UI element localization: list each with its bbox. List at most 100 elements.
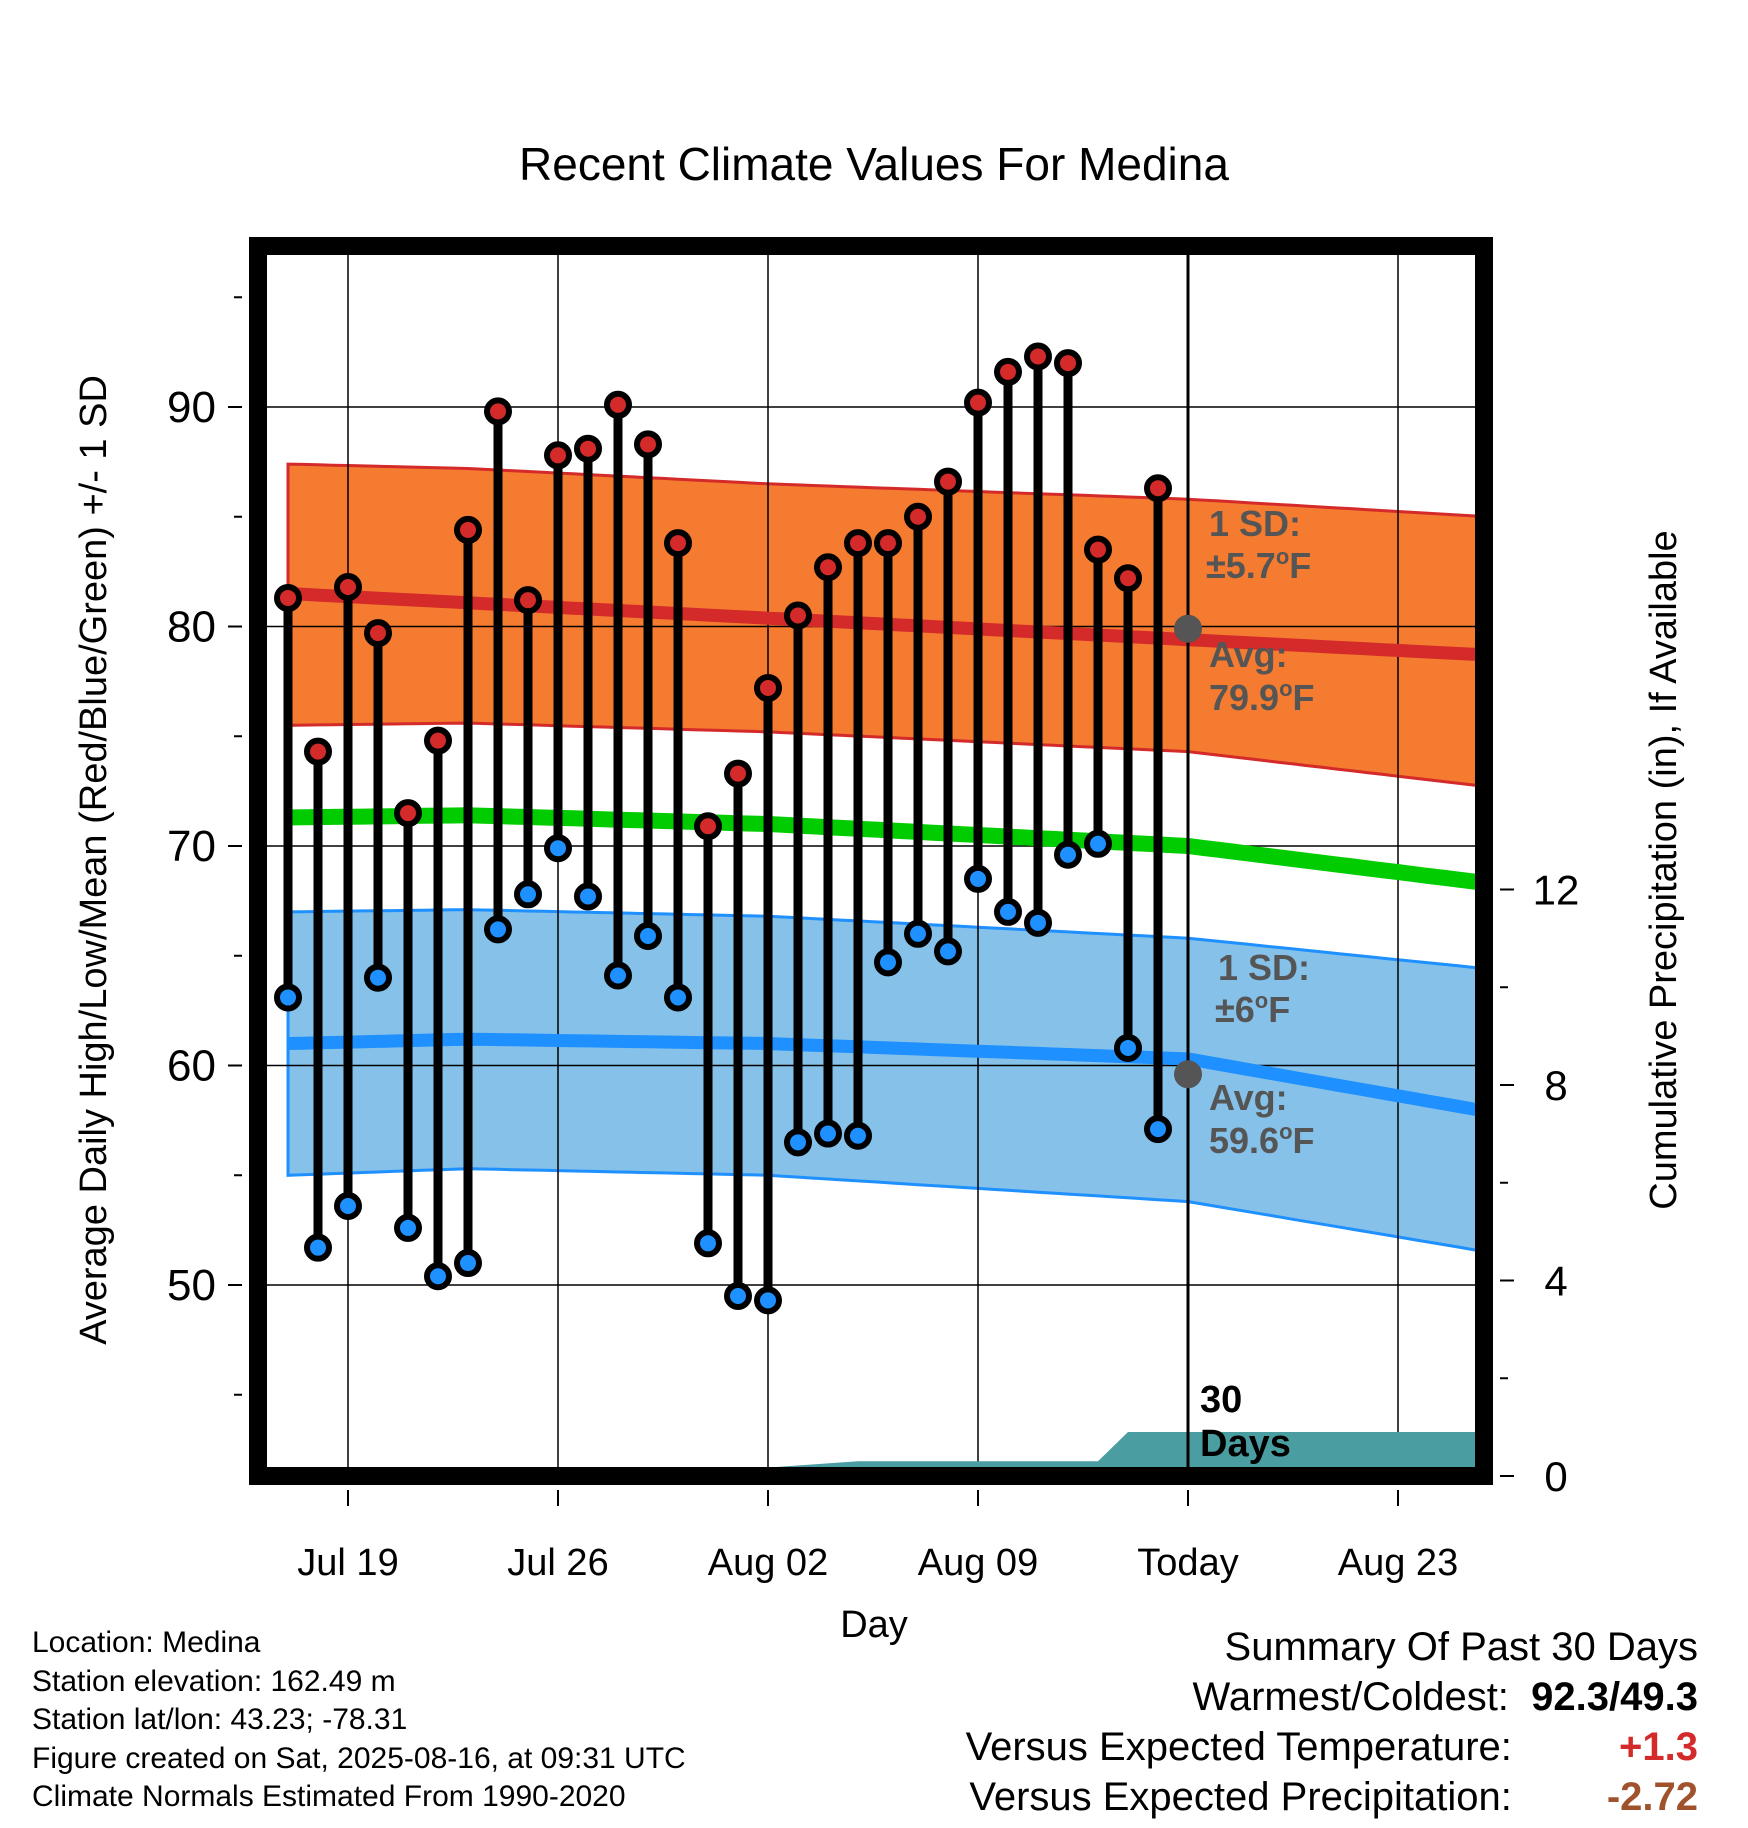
today-days-label: Days — [1200, 1423, 1291, 1465]
y2-tick-label: 12 — [1533, 867, 1580, 914]
station-info: Location: Medina Station elevation: 162.… — [32, 1624, 686, 1817]
daily-high-point — [994, 357, 1022, 386]
y2-axis-label: Cumulative Precipitation (in), If Availa… — [1643, 530, 1685, 1209]
daily-high-point — [934, 467, 962, 496]
daily-high-point — [964, 388, 992, 417]
low-sd-value: ±6oF — [1215, 988, 1290, 1030]
daily-low-point — [904, 919, 932, 948]
daily-high-point — [694, 812, 722, 841]
daily-low-point — [274, 983, 302, 1012]
daily-low-point — [604, 961, 632, 990]
daily-high-point — [1084, 535, 1112, 564]
y-tick-label: 50 — [167, 1261, 216, 1310]
daily-low-point — [874, 948, 902, 977]
precip-area — [258, 1432, 1484, 1476]
daily-high-point — [784, 601, 812, 630]
elevation-text: Station elevation: 162.49 m — [32, 1664, 396, 1698]
temp-row: Versus Expected Temperature: +1.3 — [966, 1722, 1698, 1772]
daily-low-point — [994, 897, 1022, 926]
daily-high-point — [274, 583, 302, 612]
summary-panel: Summary Of Past 30 Days Warmest/Coldest:… — [966, 1622, 1698, 1822]
warm-cold-label: Warmest/Coldest: — [1192, 1675, 1509, 1719]
created-text: Figure created on Sat, 2025-08-16, at 09… — [32, 1741, 686, 1775]
today-low-avg-point — [1174, 1060, 1202, 1089]
today-high-avg-point — [1174, 614, 1202, 643]
daily-low-point — [514, 880, 542, 909]
daily-low-point — [724, 1281, 752, 1310]
y2-tick-label: 4 — [1544, 1258, 1567, 1305]
chart-title: Recent Climate Values For Medina — [519, 138, 1229, 190]
daily-low-point — [574, 882, 602, 911]
daily-high-point — [334, 572, 362, 601]
daily-low-point — [424, 1262, 452, 1291]
low-sd-label: 1 SD: — [1218, 947, 1310, 988]
daily-high-point — [424, 726, 452, 755]
daily-low-point — [304, 1233, 332, 1262]
latlon-text: Station lat/lon: 43.23; -78.31 — [32, 1703, 408, 1736]
low-mean-line — [287, 1032, 1490, 1119]
daily-high-point — [664, 529, 692, 558]
daily-high-point — [904, 502, 932, 531]
daily-low-point — [1144, 1115, 1172, 1144]
daily-high-point — [304, 737, 332, 766]
high-sd-label: 1 SD: — [1209, 503, 1301, 544]
y-tick-label: 90 — [167, 383, 216, 432]
y2-tick-label: 0 — [1544, 1453, 1567, 1500]
temp-label: Versus Expected Temperature: — [965, 1725, 1512, 1769]
daily-low-point — [784, 1128, 812, 1157]
precip-label: Versus Expected Precipitation: — [969, 1775, 1512, 1819]
daily-high-point — [814, 553, 842, 582]
x-axis-label: Day — [840, 1604, 908, 1646]
daily-high-point — [874, 529, 902, 558]
high-avg-label: Avg: — [1209, 634, 1288, 675]
high-avg-value: 79.9oF — [1209, 676, 1315, 718]
daily-low-point — [484, 915, 512, 944]
low-avg-label: Avg: — [1209, 1077, 1288, 1118]
daily-low-point — [1024, 908, 1052, 937]
daily-high-point — [1144, 474, 1172, 503]
y-axis-label: Average Daily High/Low/Mean (Red/Blue/Gr… — [73, 375, 115, 1345]
temp-value: +1.3 — [1619, 1725, 1698, 1769]
daily-low-point — [334, 1191, 362, 1220]
daily-low-point — [964, 864, 992, 893]
daily-high-point — [394, 799, 422, 828]
y-tick-label: 60 — [167, 1042, 216, 1091]
plot-frame — [249, 237, 1493, 1485]
daily-high-point — [1054, 349, 1082, 378]
daily-high-point — [364, 619, 392, 648]
y2-tick-label: 8 — [1544, 1062, 1567, 1109]
daily-low-point — [754, 1286, 782, 1315]
precip-row: Versus Expected Precipitation: -2.72 — [966, 1772, 1698, 1822]
daily-low-point — [1114, 1033, 1142, 1062]
x-tick-label: Today — [1137, 1542, 1238, 1584]
warm-cold-value: 92.3/49.3 — [1531, 1672, 1698, 1722]
daily-high-point — [1114, 564, 1142, 593]
warmest-value: 92.3 — [1531, 1675, 1610, 1719]
slash: / — [1609, 1675, 1621, 1719]
daily-high-point — [454, 515, 482, 544]
daily-high-point — [544, 441, 572, 470]
summary-title: Summary Of Past 30 Days — [1224, 1625, 1698, 1669]
high-sd-value: ±5.7oF — [1206, 544, 1311, 586]
daily-high-point — [844, 529, 872, 558]
daily-low-point — [634, 921, 662, 950]
daily-low-point — [1084, 829, 1112, 858]
normals-text: Climate Normals Estimated From 1990-2020 — [32, 1780, 626, 1813]
daily-low-point — [934, 937, 962, 966]
daily-high-point — [514, 586, 542, 615]
daily-high-point — [754, 673, 782, 702]
daily-low-point — [664, 983, 692, 1012]
daily-low-point — [394, 1213, 422, 1242]
warm-cold-row: Warmest/Coldest: 92.3/49.3 — [966, 1672, 1698, 1722]
x-tick-label: Aug 09 — [918, 1542, 1038, 1584]
daily-high-point — [634, 430, 662, 459]
daily-low-point — [364, 963, 392, 992]
precip-value: -2.72 — [1606, 1775, 1698, 1819]
daily-high-point — [484, 397, 512, 426]
daily-low-point — [544, 834, 572, 863]
x-tick-label: Jul 26 — [507, 1542, 608, 1584]
location-text: Location: Medina — [32, 1626, 261, 1659]
low-avg-value: 59.6oF — [1209, 1119, 1315, 1161]
daily-high-point — [724, 759, 752, 788]
